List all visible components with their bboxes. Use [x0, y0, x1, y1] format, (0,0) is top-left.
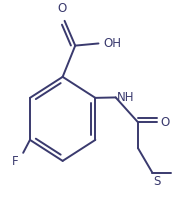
- Text: O: O: [161, 116, 170, 129]
- Text: O: O: [57, 2, 66, 15]
- Text: S: S: [153, 175, 160, 188]
- Text: NH: NH: [117, 91, 135, 104]
- Text: F: F: [12, 155, 18, 168]
- Text: OH: OH: [103, 37, 121, 50]
